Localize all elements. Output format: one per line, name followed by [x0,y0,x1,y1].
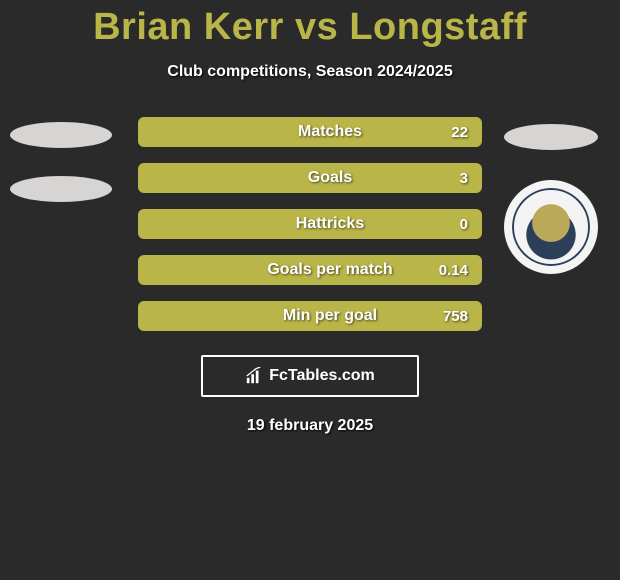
brand-link[interactable]: FcTables.com [201,355,419,397]
stat-value: 0 [460,216,468,233]
stat-row-matches: Matches 22 [138,117,482,147]
avatar-placeholder [10,122,112,148]
subtitle: Club competitions, Season 2024/2025 [0,63,620,81]
club-badge [504,180,598,274]
club-badge-icon [512,188,590,266]
right-avatar-placeholder [504,124,598,150]
left-avatar-placeholders [10,122,112,202]
brand-text: FcTables.com [269,367,375,385]
chart-icon [245,367,263,385]
stat-row-hattricks: Hattricks 0 [138,209,482,239]
stat-row-min-per-goal: Min per goal 758 [138,301,482,331]
comparison-card: Brian Kerr vs Longstaff Club competition… [0,0,620,580]
page-title: Brian Kerr vs Longstaff [0,0,620,49]
stat-value: 758 [443,308,468,325]
date-label: 19 february 2025 [0,417,620,435]
stat-label: Goals [148,169,472,187]
stat-label: Goals per match [148,261,472,279]
stat-label: Min per goal [148,307,472,325]
avatar-placeholder [10,176,112,202]
stat-row-goals-per-match: Goals per match 0.14 [138,255,482,285]
stat-label: Matches [148,123,472,141]
stat-value: 0.14 [439,262,468,279]
stat-row-goals: Goals 3 [138,163,482,193]
stat-value: 3 [460,170,468,187]
stat-label: Hattricks [148,215,472,233]
stat-value: 22 [451,124,468,141]
